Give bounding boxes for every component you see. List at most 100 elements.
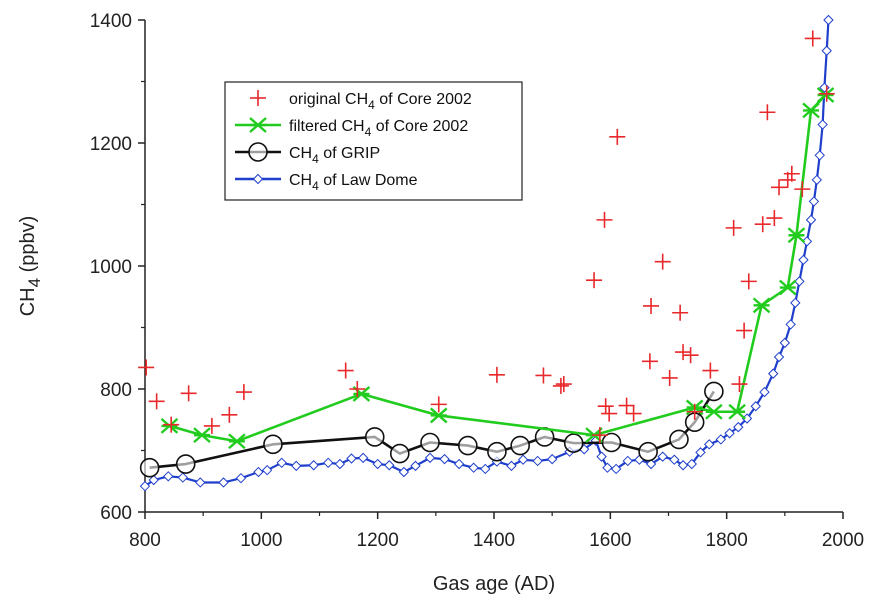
data-point-law-dome xyxy=(218,477,229,488)
legend-label-law-dome: CH4 of Law Dome xyxy=(289,172,418,193)
data-point-original-core-2002 xyxy=(586,272,603,289)
data-point-law-dome xyxy=(750,401,761,412)
data-point-grip xyxy=(638,441,658,462)
data-point-law-dome xyxy=(163,471,174,482)
data-point-grip xyxy=(669,429,689,450)
data-point-law-dome xyxy=(779,337,791,349)
y-tick-label: 1400 xyxy=(90,11,132,32)
data-point-original-core-2002 xyxy=(488,366,505,383)
data-point-law-dome xyxy=(308,460,319,471)
data-point-original-core-2002 xyxy=(203,417,220,434)
data-point-grip xyxy=(364,427,385,447)
data-point-filtered-core-2002 xyxy=(228,433,246,450)
data-point-original-core-2002 xyxy=(654,253,671,270)
data-point-original-core-2002 xyxy=(221,406,238,423)
data-point-law-dome xyxy=(794,276,805,287)
data-point-law-dome xyxy=(790,297,801,309)
data-point-filtered-core-2002 xyxy=(160,417,179,434)
data-point-filtered-core-2002 xyxy=(816,87,835,103)
data-point-filtered-core-2002 xyxy=(193,427,211,444)
data-point-grip xyxy=(458,435,478,456)
data-point-original-core-2002 xyxy=(661,369,678,386)
data-point-grip xyxy=(563,433,584,453)
data-point-original-core-2002 xyxy=(641,353,658,370)
data-point-law-dome xyxy=(398,466,410,478)
y-axis-title: CH4 (ppbv) xyxy=(17,216,44,317)
data-point-original-core-2002 xyxy=(766,210,783,227)
data-point-law-dome xyxy=(139,480,151,492)
series-line-filtered-core-2002 xyxy=(169,94,827,443)
data-point-original-core-2002 xyxy=(618,397,635,414)
data-point-law-dome xyxy=(821,45,832,56)
data-point-original-core-2002 xyxy=(686,403,703,420)
data-point-law-dome xyxy=(517,454,529,465)
data-point-original-core-2002 xyxy=(337,362,354,379)
data-point-filtered-core-2002 xyxy=(728,403,746,420)
data-point-original-core-2002 xyxy=(759,104,776,121)
data-point-original-core-2002 xyxy=(731,376,748,393)
data-point-grip xyxy=(175,454,196,474)
plot-area xyxy=(138,14,835,492)
data-point-law-dome xyxy=(357,452,369,464)
data-point-original-core-2002 xyxy=(180,385,197,402)
data-point-original-core-2002 xyxy=(643,297,660,314)
data-point-law-dome xyxy=(602,462,613,473)
data-point-law-dome xyxy=(506,460,517,472)
data-point-original-core-2002 xyxy=(783,165,800,182)
x-tick-label: 1600 xyxy=(589,530,631,551)
data-point-law-dome xyxy=(323,457,334,469)
data-point-original-core-2002 xyxy=(596,211,613,228)
x-axis-title: Gas age (AD) xyxy=(433,573,555,595)
data-point-original-core-2002 xyxy=(740,273,757,290)
data-point-law-dome xyxy=(767,368,779,379)
x-tick-label: 2000 xyxy=(822,530,864,551)
data-point-original-core-2002 xyxy=(591,427,608,444)
data-point-law-dome xyxy=(823,14,834,26)
data-point-law-dome xyxy=(410,460,421,472)
data-point-original-core-2002 xyxy=(736,322,753,339)
data-point-law-dome xyxy=(261,464,273,476)
data-point-filtered-core-2002 xyxy=(705,403,723,420)
data-point-original-core-2002 xyxy=(725,219,742,236)
data-point-law-dome xyxy=(798,254,809,266)
data-point-law-dome xyxy=(773,351,785,363)
data-point-original-core-2002 xyxy=(754,216,771,233)
data-point-law-dome xyxy=(733,421,744,433)
data-point-original-core-2002 xyxy=(702,362,719,379)
data-point-law-dome xyxy=(334,458,346,470)
data-point-law-dome xyxy=(148,474,159,486)
data-point-law-dome xyxy=(805,214,817,226)
series-grip xyxy=(139,381,724,478)
x-tick-label: 1400 xyxy=(473,530,515,551)
data-point-filtered-core-2002 xyxy=(778,279,797,296)
data-point-original-core-2002 xyxy=(163,416,180,433)
data-point-grip xyxy=(510,435,530,456)
data-point-grip xyxy=(389,443,410,464)
y-tick-label: 600 xyxy=(100,503,132,524)
data-point-law-dome xyxy=(346,453,357,464)
data-point-law-dome xyxy=(715,434,727,445)
data-point-grip xyxy=(601,432,622,453)
data-point-law-dome xyxy=(468,462,479,473)
data-point-original-core-2002 xyxy=(609,128,626,145)
data-point-law-dome xyxy=(424,452,436,464)
data-point-original-core-2002 xyxy=(818,85,835,102)
y-tick-label: 1000 xyxy=(90,257,132,278)
data-point-original-core-2002 xyxy=(138,359,155,376)
legend-symbol-filtered-core-2002 xyxy=(235,117,281,133)
data-point-grip xyxy=(704,381,724,402)
y-tick-label: 800 xyxy=(100,380,132,401)
data-point-law-dome xyxy=(235,472,247,484)
legend-symbol-law-dome xyxy=(235,173,281,185)
data-point-law-dome xyxy=(657,451,668,462)
data-point-filtered-core-2002 xyxy=(752,297,771,314)
legend-box xyxy=(224,81,523,201)
data-point-law-dome xyxy=(195,477,206,488)
data-point-law-dome xyxy=(785,319,796,330)
data-point-original-core-2002 xyxy=(804,30,821,47)
data-point-original-core-2002 xyxy=(148,393,165,410)
data-point-original-core-2002 xyxy=(430,396,447,413)
data-point-law-dome xyxy=(276,457,287,469)
data-point-law-dome xyxy=(669,454,680,465)
legend: original CH4 of Core 2002 filtered CH4 of… xyxy=(224,81,523,201)
